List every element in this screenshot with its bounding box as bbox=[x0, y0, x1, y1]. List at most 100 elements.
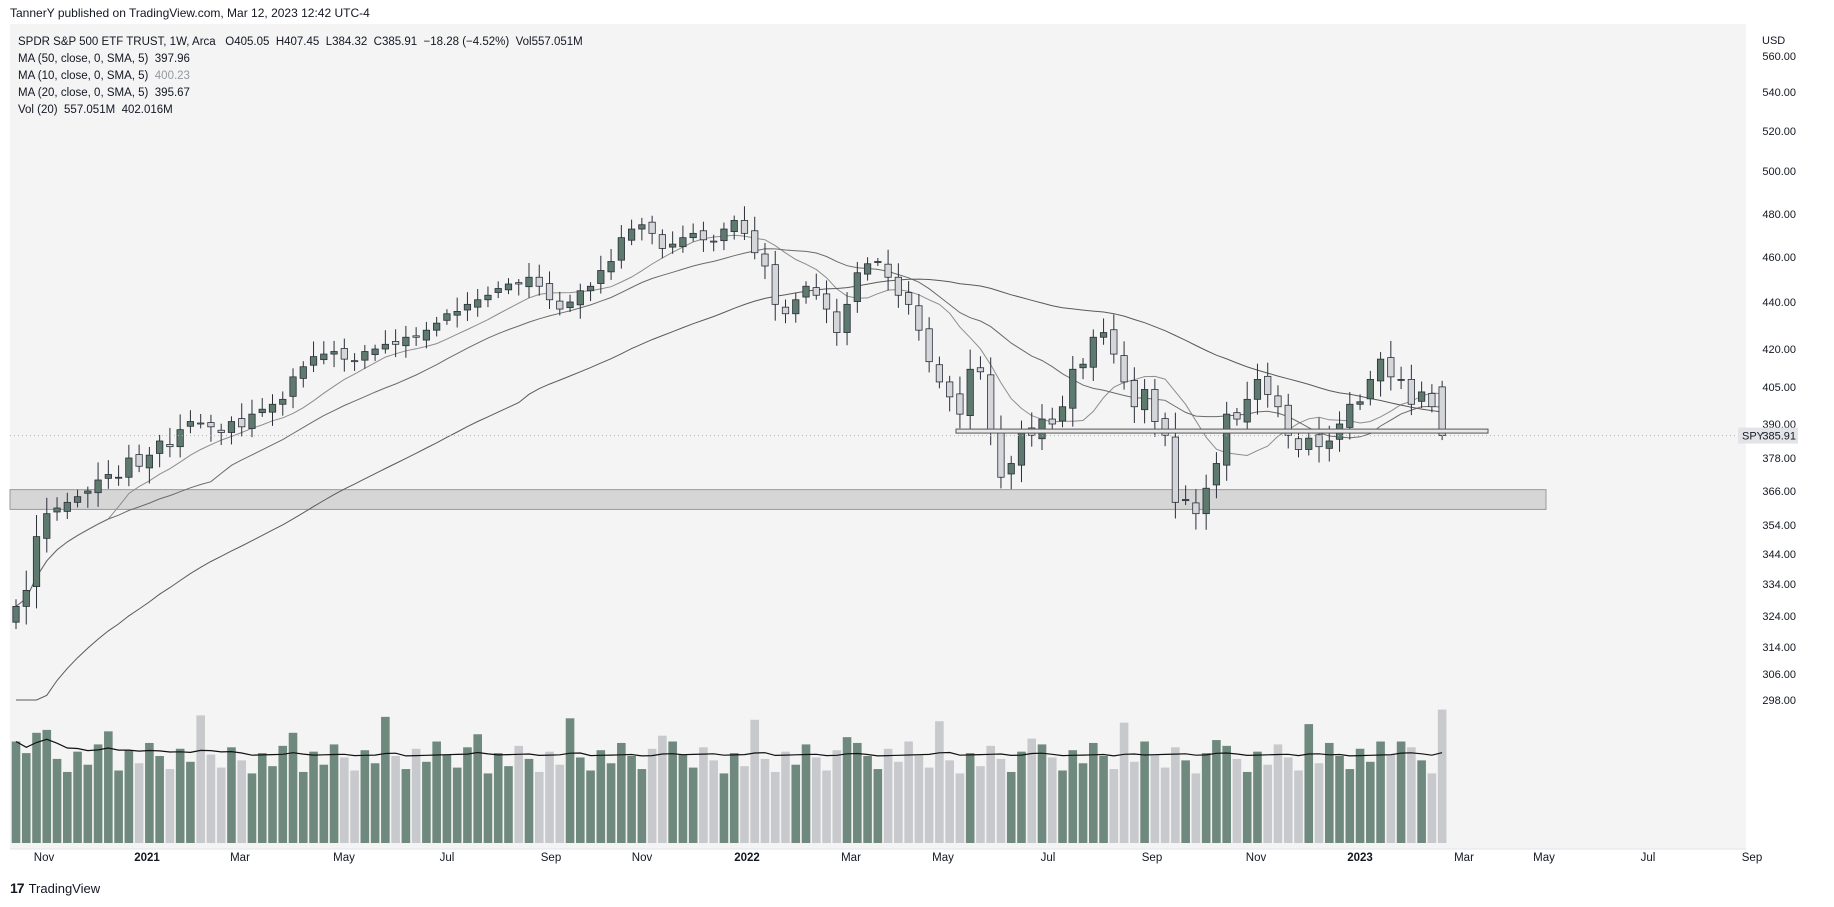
candle[interactable] bbox=[1387, 340, 1395, 391]
candle[interactable] bbox=[279, 391, 287, 416]
candle[interactable] bbox=[884, 249, 892, 291]
candle[interactable] bbox=[1366, 370, 1374, 406]
candle[interactable] bbox=[1202, 474, 1210, 530]
candle[interactable] bbox=[340, 338, 348, 372]
candle[interactable] bbox=[761, 243, 769, 280]
candle[interactable] bbox=[556, 291, 564, 316]
candle[interactable] bbox=[1089, 329, 1097, 381]
demand-zone-rect[interactable] bbox=[9, 489, 1547, 510]
candle[interactable] bbox=[1253, 363, 1262, 415]
candle[interactable] bbox=[853, 261, 861, 313]
candle[interactable] bbox=[1141, 379, 1149, 424]
volume-legend-row[interactable]: Vol (20) 557.051M 402.016M bbox=[18, 102, 583, 119]
candle[interactable] bbox=[1223, 401, 1231, 481]
candle[interactable] bbox=[381, 330, 389, 354]
candle[interactable] bbox=[1397, 366, 1405, 390]
candle[interactable] bbox=[53, 497, 61, 521]
candle[interactable] bbox=[1284, 393, 1292, 449]
candle[interactable] bbox=[617, 225, 625, 269]
candle[interactable] bbox=[104, 460, 112, 489]
candle[interactable] bbox=[494, 281, 502, 299]
ma50-line[interactable] bbox=[16, 278, 1443, 701]
candle[interactable] bbox=[607, 249, 615, 280]
candle[interactable] bbox=[771, 250, 779, 321]
candle[interactable] bbox=[197, 413, 205, 429]
candle[interactable] bbox=[207, 414, 215, 442]
candle[interactable] bbox=[217, 423, 225, 446]
candle[interactable] bbox=[1048, 407, 1056, 432]
candle[interactable] bbox=[73, 489, 82, 508]
candle[interactable] bbox=[443, 309, 451, 325]
candle[interactable] bbox=[586, 282, 595, 302]
candle[interactable] bbox=[248, 399, 256, 438]
candle[interactable] bbox=[802, 281, 810, 304]
candle[interactable] bbox=[1212, 452, 1221, 499]
candle[interactable] bbox=[689, 223, 697, 242]
candle[interactable] bbox=[1418, 381, 1426, 409]
candle[interactable] bbox=[515, 279, 523, 296]
candle[interactable] bbox=[94, 462, 102, 507]
candle[interactable] bbox=[1130, 367, 1138, 423]
candle[interactable] bbox=[320, 341, 328, 365]
volume-ma-line[interactable] bbox=[15, 738, 1443, 757]
candle[interactable] bbox=[525, 263, 533, 298]
candle[interactable] bbox=[371, 344, 379, 361]
candle[interactable] bbox=[792, 292, 800, 323]
ma50-legend-row[interactable]: MA (50, close, 0, SMA, 5) 397.96 bbox=[18, 51, 583, 68]
candle[interactable] bbox=[504, 278, 513, 295]
support-line-shape[interactable] bbox=[955, 428, 1489, 434]
candle[interactable] bbox=[1151, 379, 1159, 437]
candle[interactable] bbox=[1007, 455, 1015, 490]
candle[interactable] bbox=[1356, 394, 1364, 411]
candle[interactable] bbox=[176, 414, 184, 458]
ma10-legend-row[interactable]: MA (10, close, 0, SMA, 5) 400.23 bbox=[18, 68, 583, 85]
candle[interactable] bbox=[361, 344, 369, 369]
candle[interactable] bbox=[1407, 364, 1415, 416]
candle[interactable] bbox=[1243, 381, 1251, 430]
author-name[interactable]: TannerY bbox=[10, 6, 55, 20]
candle[interactable] bbox=[1099, 318, 1108, 345]
candle[interactable] bbox=[1264, 362, 1272, 408]
candle[interactable] bbox=[1182, 485, 1190, 506]
candle[interactable] bbox=[1274, 385, 1282, 418]
candle[interactable] bbox=[1428, 384, 1436, 413]
tradingview-footer[interactable]: 17 TradingView bbox=[10, 880, 100, 896]
candle[interactable] bbox=[946, 375, 954, 412]
candle[interactable] bbox=[227, 416, 236, 445]
candle[interactable] bbox=[628, 219, 636, 246]
candle[interactable] bbox=[145, 446, 153, 484]
candle[interactable] bbox=[545, 271, 554, 310]
candle[interactable] bbox=[156, 434, 164, 468]
candle[interactable] bbox=[905, 281, 913, 315]
candle[interactable] bbox=[812, 273, 820, 300]
candle[interactable] bbox=[740, 206, 749, 241]
time-axis[interactable]: Nov 2021 Mar May Jul Sep Nov 2022 Mar May Jul Sep No… bbox=[34, 852, 1762, 864]
candle[interactable] bbox=[658, 229, 666, 259]
candle[interactable] bbox=[597, 255, 605, 294]
candle[interactable] bbox=[976, 356, 985, 380]
candle[interactable] bbox=[474, 288, 482, 317]
candle[interactable] bbox=[576, 283, 584, 319]
candle[interactable] bbox=[1233, 407, 1241, 426]
price-axis[interactable]: USD 560.00 540.00 520.00 500.00 480.00 460.00 4… bbox=[1738, 35, 1798, 707]
candle[interactable] bbox=[751, 216, 759, 260]
candle[interactable] bbox=[781, 299, 790, 324]
candle[interactable] bbox=[258, 398, 266, 417]
candle[interactable] bbox=[535, 264, 543, 296]
candle[interactable] bbox=[1376, 352, 1385, 397]
candle[interactable] bbox=[350, 353, 359, 371]
candle[interactable] bbox=[43, 497, 51, 553]
candle[interactable] bbox=[822, 280, 831, 324]
candle[interactable] bbox=[484, 286, 492, 308]
candle[interactable] bbox=[710, 234, 718, 252]
candle[interactable] bbox=[966, 349, 974, 433]
candle[interactable] bbox=[915, 293, 923, 341]
candle[interactable] bbox=[166, 427, 174, 458]
candle[interactable] bbox=[412, 327, 420, 346]
candle[interactable] bbox=[22, 570, 30, 625]
candle[interactable] bbox=[699, 221, 708, 252]
candle[interactable] bbox=[843, 292, 851, 346]
candle[interactable] bbox=[1079, 358, 1087, 380]
